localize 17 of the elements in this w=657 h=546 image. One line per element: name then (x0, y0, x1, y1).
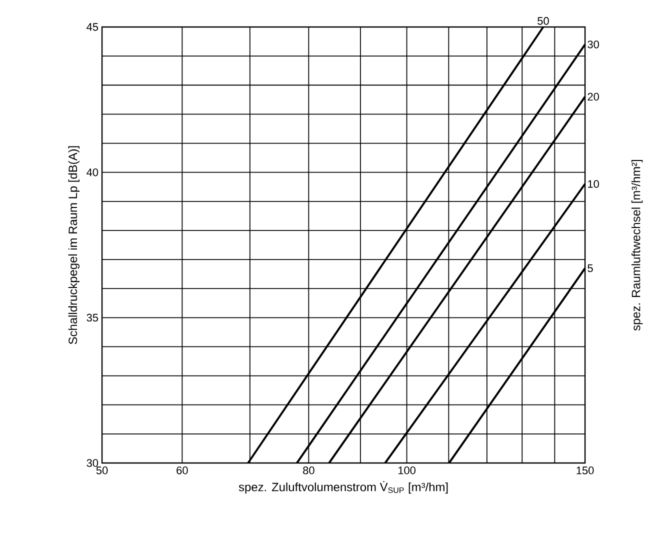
x-axis-title: spez. Zuluftvolumenstrom V̇$_{SUP}$ [m³/hm] (238, 481, 448, 494)
y-tick-label: 35 (86, 314, 98, 322)
series-label: 20 (588, 92, 599, 101)
y2-axis-title: spez. Raumluftwechsel [m³/hm²] (631, 160, 643, 331)
series-label: 50 (538, 17, 549, 25)
x-tick-label: 60 (176, 466, 188, 474)
y-axis-title: Schalldruckpegel im Raum Lp [dB(A)] (68, 146, 80, 344)
y-tick-label: 30 (86, 459, 98, 467)
series-label: 30 (588, 40, 599, 48)
series-label: 10 (588, 180, 599, 188)
y-tick-label: 45 (86, 23, 98, 31)
x-tick-label: 150 (576, 466, 594, 474)
series-label: 5 (588, 264, 593, 272)
x-tick-label: 50 (96, 466, 108, 474)
x-tick-label: 80 (303, 466, 314, 474)
x-tick-label: 100 (398, 466, 416, 474)
y-tick-label: 40 (86, 168, 98, 176)
